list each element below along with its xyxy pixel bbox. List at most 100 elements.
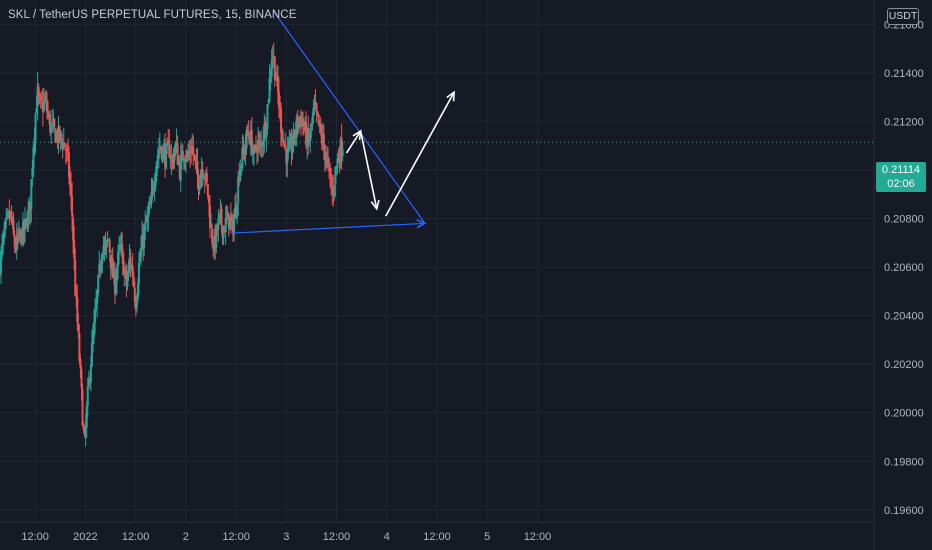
candle-body bbox=[78, 333, 81, 361]
candle-body bbox=[27, 209, 30, 229]
candle-body bbox=[188, 152, 191, 155]
candle-body bbox=[326, 158, 329, 163]
candle-body bbox=[194, 155, 197, 162]
candle-body bbox=[189, 150, 192, 154]
candle-body bbox=[191, 146, 194, 153]
candle-body bbox=[41, 102, 44, 112]
candle-body bbox=[329, 167, 332, 177]
candle-body bbox=[214, 234, 217, 249]
candle-body bbox=[105, 240, 108, 248]
candle-body bbox=[224, 218, 227, 233]
candle-body bbox=[32, 147, 35, 170]
candle-body bbox=[55, 132, 58, 141]
candle-body bbox=[121, 243, 124, 252]
candle-body bbox=[296, 116, 299, 127]
candle-body bbox=[200, 168, 203, 176]
candle-body bbox=[272, 55, 275, 57]
candle-body bbox=[225, 216, 228, 219]
projection-arrowhead bbox=[370, 199, 380, 211]
last-price-value: 0.21114 bbox=[881, 164, 921, 176]
candle-body bbox=[320, 132, 323, 143]
candle-body bbox=[10, 211, 13, 223]
candle-body bbox=[268, 77, 271, 102]
candle-body bbox=[168, 140, 171, 157]
candle-body bbox=[236, 203, 239, 218]
candle-body bbox=[241, 147, 244, 168]
candle-body bbox=[165, 146, 168, 169]
projection-arrowhead bbox=[446, 90, 455, 102]
candle-body bbox=[198, 187, 201, 191]
candle-body bbox=[322, 134, 325, 148]
candle-body bbox=[251, 151, 254, 155]
candle-body bbox=[145, 220, 148, 223]
candle-body bbox=[210, 227, 213, 229]
candle-body bbox=[259, 141, 262, 146]
candle-body bbox=[9, 211, 12, 216]
candle-body bbox=[72, 218, 75, 242]
candle-body bbox=[204, 172, 207, 179]
time-tick-label: 12:00 bbox=[524, 531, 552, 543]
candle-body bbox=[258, 140, 261, 142]
candle-body bbox=[252, 146, 255, 154]
candle-body bbox=[297, 118, 300, 128]
bar-countdown: 02:06 bbox=[887, 178, 915, 190]
candle-body bbox=[319, 124, 322, 132]
candle-body bbox=[96, 291, 99, 304]
projection-arrowhead bbox=[352, 129, 362, 141]
candle-body bbox=[155, 161, 158, 177]
candle-body bbox=[299, 115, 302, 127]
candle-body bbox=[80, 370, 83, 388]
price-tick-label: 0.19800 bbox=[884, 456, 924, 468]
candle-body bbox=[201, 169, 204, 178]
candle-body bbox=[33, 137, 36, 146]
candle-body bbox=[266, 104, 269, 129]
candle-body bbox=[73, 239, 76, 259]
candle-body bbox=[156, 155, 159, 162]
time-tick-label: 4 bbox=[384, 531, 390, 543]
candle-body bbox=[186, 152, 189, 159]
price-tick-label: 0.21200 bbox=[884, 116, 924, 128]
drawings[interactable] bbox=[232, 11, 455, 234]
candle-body bbox=[167, 140, 170, 142]
candle-body bbox=[341, 149, 344, 156]
candle-body bbox=[310, 125, 313, 127]
candle-body bbox=[181, 151, 184, 161]
candle-body bbox=[152, 187, 155, 190]
candle-body bbox=[240, 165, 243, 168]
candle-body bbox=[12, 219, 15, 234]
candle-body bbox=[39, 97, 42, 100]
candle-body bbox=[249, 130, 252, 144]
currency-button[interactable]: USDT bbox=[887, 8, 919, 25]
candle-body bbox=[24, 219, 27, 230]
candle-body bbox=[282, 139, 285, 142]
candle-body bbox=[126, 278, 129, 287]
candle-body bbox=[135, 297, 138, 309]
candle-body bbox=[11, 221, 14, 225]
candle-body bbox=[226, 211, 229, 220]
candle-body bbox=[244, 145, 247, 152]
candle-body bbox=[242, 149, 245, 151]
candle-body bbox=[13, 235, 16, 247]
candle-body bbox=[170, 157, 173, 161]
candle-body bbox=[257, 140, 260, 150]
candle-body bbox=[163, 147, 166, 149]
candle-body bbox=[321, 136, 324, 145]
candle-body bbox=[109, 254, 112, 268]
candle-body bbox=[50, 124, 53, 133]
candle-body bbox=[44, 97, 47, 100]
candle-body bbox=[141, 234, 144, 250]
candle-body bbox=[338, 157, 341, 163]
candle-body bbox=[313, 102, 316, 110]
candle-body bbox=[89, 364, 92, 383]
candle-body bbox=[265, 129, 268, 138]
candle-body bbox=[28, 201, 31, 211]
candle-body bbox=[139, 258, 142, 261]
candle-body bbox=[250, 129, 253, 154]
candle-body bbox=[120, 243, 123, 248]
candle-body bbox=[150, 191, 153, 204]
candle-body bbox=[47, 111, 50, 115]
candle-body bbox=[100, 261, 103, 272]
